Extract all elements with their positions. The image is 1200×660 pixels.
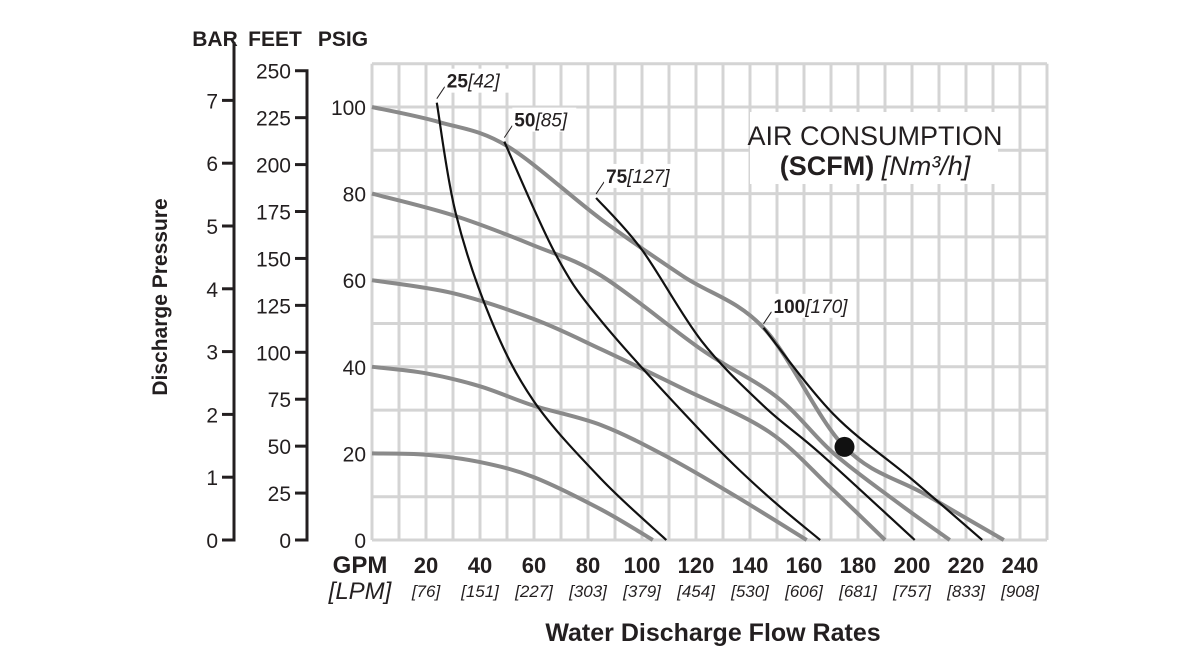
y-tick-label-feet: 150 — [256, 248, 291, 271]
air-curve-label-nm3h: [85] — [534, 111, 567, 132]
x-tick-label-lpm: [681] — [838, 582, 878, 601]
pressure-curve — [371, 191, 951, 542]
y-tick-label-feet: 75 — [268, 389, 291, 412]
x-tick-label-lpm: [606] — [784, 582, 824, 601]
air-consumption-curve — [503, 141, 821, 541]
x-unit-lpm: [LPM] — [328, 578, 393, 605]
y-tick-label-bar: 3 — [206, 342, 218, 365]
air-curve-label-scfm: 75 — [606, 167, 628, 188]
x-tick-label-lpm: [76] — [411, 582, 442, 601]
x-tick-label-lpm: [151] — [460, 582, 500, 601]
x-tick-label-lpm: [454] — [676, 582, 716, 601]
y-tick-label-feet: 100 — [256, 342, 291, 365]
pressure-curve — [371, 278, 887, 542]
x-tick-label-lpm: [833] — [946, 582, 986, 601]
air-curve-label: 100[170] — [774, 297, 849, 318]
y-tick-label-bar: 0 — [206, 530, 218, 553]
y-tick-label-bar: 1 — [206, 467, 218, 490]
air-label-background — [444, 68, 509, 93]
y-tick-label-psig: 20 — [343, 443, 366, 466]
y-tick-label-feet: 50 — [268, 436, 291, 459]
x-tick-label-gpm: 140 — [732, 553, 769, 578]
air-label-background — [771, 293, 856, 318]
x-tick-label-lpm: [757] — [892, 582, 932, 601]
air-label-leader — [763, 311, 772, 325]
x-unit-gpm: GPM — [333, 552, 388, 579]
air-curve-label-scfm: 25 — [447, 72, 469, 93]
air-curve-label-nm3h: [42] — [467, 72, 500, 93]
air-curve-label-scfm: 50 — [514, 111, 535, 132]
x-tick-label-gpm: 100 — [624, 553, 661, 578]
chart-title: AIR CONSUMPTION — [747, 121, 1002, 151]
air-label-background — [604, 163, 678, 188]
air-consumption-curve — [595, 197, 916, 541]
x-tick-label-gpm: 160 — [786, 553, 823, 578]
x-axis-label: Water Discharge Flow Rates — [545, 619, 880, 647]
air-curve-label: 50[85] — [514, 111, 568, 132]
air-curve-label-nm3h: [170] — [804, 297, 848, 318]
air-curve-label-scfm: 100 — [774, 297, 806, 318]
x-tick-label-lpm: [379] — [622, 582, 662, 601]
y-axis-header-bar: BAR — [192, 28, 238, 51]
y-tick-label-bar: 2 — [206, 404, 218, 427]
pressure-curve — [371, 364, 808, 542]
y-tick-label-psig: 40 — [343, 357, 366, 380]
air-consumption-curve — [435, 102, 668, 541]
y-tick-label-psig: 80 — [343, 184, 366, 207]
y-tick-label-feet: 250 — [256, 61, 291, 84]
x-tick-label-lpm: [530] — [730, 582, 770, 601]
operating-point-marker — [834, 436, 855, 457]
air-consumption-title: AIR CONSUMPTION (SCFM) [Nm³/h] — [747, 112, 1003, 184]
curves: 25[42] 50[85] 75[127] 100[170] — [371, 68, 1005, 542]
x-tick-label-gpm: 20 — [414, 553, 438, 578]
air-label-leader — [436, 86, 446, 99]
x-tick-label-gpm: 60 — [522, 553, 546, 578]
y-tick-label-psig: 0 — [354, 530, 366, 553]
x-tick-label-gpm: 80 — [576, 553, 600, 578]
x-tick-label-gpm: 240 — [1002, 553, 1039, 578]
y-tick-label-feet: 175 — [256, 202, 291, 225]
air-consumption-curve — [762, 327, 983, 541]
y-tick-label-feet: 0 — [279, 530, 291, 553]
y-axis-header-feet: FEET — [248, 28, 302, 51]
x-tick-label-lpm: [227] — [514, 582, 554, 601]
pressure-curve — [371, 451, 654, 542]
x-tick-label-gpm: 120 — [678, 553, 715, 578]
air-curve-label: 25[42] — [447, 72, 501, 93]
air-label-background — [512, 107, 577, 132]
x-tick-label-gpm: 180 — [840, 553, 877, 578]
x-tick-label-gpm: 200 — [894, 553, 931, 578]
y-tick-label-feet: 200 — [256, 155, 291, 178]
y-tick-label-bar: 7 — [206, 90, 218, 113]
x-tick-label-lpm: [908] — [1000, 582, 1040, 601]
subtitle-unit-scfm: (SCFM) — [780, 151, 874, 181]
air-label-leader — [503, 125, 513, 138]
y-tick-label-psig: 100 — [331, 97, 366, 120]
y-tick-label-bar: 4 — [206, 279, 218, 302]
subtitle-unit-nm3h: [Nm³/h] — [881, 151, 972, 181]
y-tick-label-feet: 125 — [256, 295, 291, 318]
y-tick-label-psig: 60 — [343, 270, 366, 293]
x-tick-label-gpm: 220 — [948, 553, 985, 578]
pressure-curve — [371, 105, 1005, 542]
y-tick-label-bar: 5 — [206, 216, 218, 239]
grid — [370, 62, 1049, 542]
y-tick-label-feet: 25 — [268, 483, 291, 506]
x-tick-label-gpm: 40 — [468, 553, 492, 578]
x-tick-label-lpm: [303] — [568, 582, 608, 601]
axes: 20[76]40[151]60[227]80[303]100[379]120[4… — [192, 28, 1040, 601]
air-curve-label: 75[127] — [606, 167, 670, 188]
y-tick-label-feet: 225 — [256, 108, 291, 131]
y-axis-label: Discharge Pressure — [149, 198, 172, 395]
y-tick-label-bar: 6 — [206, 153, 218, 176]
air-curve-label-nm3h: [127] — [626, 167, 670, 188]
chart-subtitle: (SCFM) [Nm³/h] — [780, 151, 972, 181]
air-label-leader — [595, 181, 605, 195]
y-axis-header-psig: PSIG — [318, 28, 368, 51]
